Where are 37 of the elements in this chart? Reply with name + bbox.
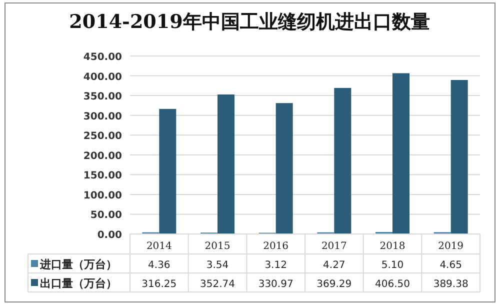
bar: [218, 94, 234, 234]
x-tick-label: 2017: [321, 241, 347, 252]
bar: [334, 88, 352, 234]
data-label: 3.12: [264, 260, 287, 271]
y-tick-label: 150.00: [83, 170, 122, 182]
data-label: 4.36: [148, 260, 170, 271]
bar: [276, 103, 293, 234]
data-label: 406.50: [375, 279, 410, 290]
data-label: 316.25: [142, 279, 177, 290]
y-tick-label: 450.00: [83, 52, 122, 63]
legend-label: 进口量（万台）: [39, 258, 117, 271]
x-tick-label: 2016: [263, 241, 289, 252]
x-tick-label: 2014: [146, 241, 172, 252]
data-label: 389.38: [433, 279, 468, 290]
data-label: 3.54: [206, 260, 229, 271]
data-label: 4.27: [323, 260, 346, 271]
bar: [159, 108, 176, 234]
bar: [392, 73, 410, 234]
data-label: 330.97: [258, 279, 294, 290]
y-tick-label: 350.00: [83, 92, 122, 103]
x-tick-label: 2019: [438, 241, 464, 252]
y-tick-label: 250.00: [83, 131, 122, 142]
bar: [450, 80, 468, 234]
x-tick-label: 2015: [204, 241, 230, 252]
legend-label: 出口量（万台）: [40, 277, 117, 290]
data-label: 369.29: [316, 279, 352, 290]
y-tick-label: 50.00: [90, 210, 122, 222]
x-tick-label: 2018: [380, 241, 406, 252]
data-label: 4.65: [440, 260, 462, 271]
y-tick-label: 400.00: [83, 72, 122, 83]
y-tick-label: 100.00: [83, 190, 122, 202]
chart-title: 2014-2019年中国工业缝纫机进出口数量: [69, 11, 430, 33]
data-label: 5.10: [381, 260, 404, 271]
data-label: 352.74: [200, 279, 235, 290]
y-tick-label: 200.00: [83, 150, 122, 162]
y-tick-label: 300.00: [83, 111, 122, 122]
y-tick-label: 0.00: [97, 230, 122, 241]
